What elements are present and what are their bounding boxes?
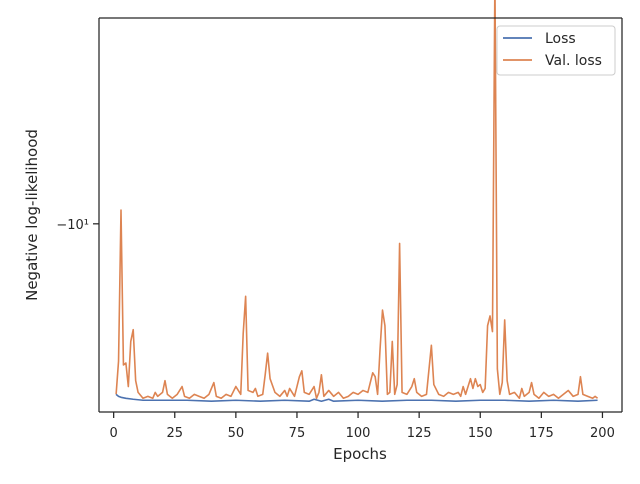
x-tick-label: 100 bbox=[346, 426, 371, 441]
x-tick-label: 75 bbox=[289, 426, 306, 441]
series-line-val-loss bbox=[115, 0, 599, 400]
x-tick-label: 125 bbox=[407, 426, 432, 441]
legend-label-val-loss: Val. loss bbox=[545, 53, 602, 69]
x-tick-label: 200 bbox=[590, 426, 615, 441]
plot-area bbox=[99, 18, 622, 412]
y-tick-label: −10¹ bbox=[56, 218, 89, 233]
series-line-loss bbox=[115, 393, 598, 403]
legend-label-loss: Loss bbox=[545, 31, 576, 47]
y-axis-ticks: −10¹ bbox=[56, 218, 99, 233]
x-axis-ticks: 0 25 50 75 100 125 150 175 200 bbox=[110, 412, 615, 441]
x-tick-label: 50 bbox=[228, 426, 245, 441]
x-tick-label: 175 bbox=[529, 426, 554, 441]
series-layer bbox=[115, 0, 599, 403]
x-tick-label: 150 bbox=[468, 426, 493, 441]
axes-frame bbox=[98, 17, 623, 413]
x-tick-label: 25 bbox=[166, 426, 183, 441]
x-tick-label: 0 bbox=[110, 426, 118, 441]
legend: Loss Val. loss bbox=[496, 25, 616, 76]
x-axis-label: Epochs bbox=[333, 445, 387, 463]
y-axis-label: Negative log-likelihood bbox=[23, 129, 41, 301]
